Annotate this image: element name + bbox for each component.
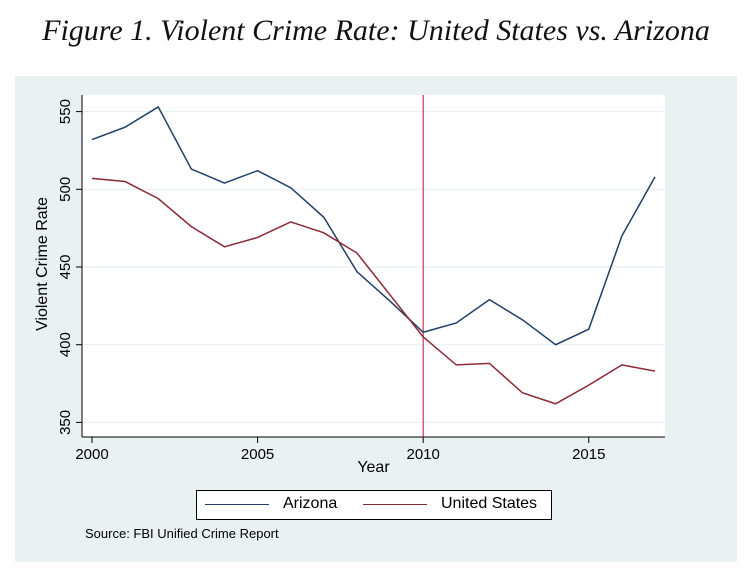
y-tick-label: 550: [57, 99, 74, 124]
y-tick-label: 450: [57, 254, 74, 279]
x-tick-label: 2015: [572, 446, 605, 463]
y-axis-label: Violent Crime Rate: [34, 197, 51, 331]
legend-label-united-states: United States: [441, 495, 538, 512]
x-axis-label: Year: [357, 459, 390, 476]
series-line-arizona: [91, 105, 656, 346]
x-tick-label: 2005: [241, 446, 274, 463]
y-tick-label: 350: [57, 410, 74, 435]
source-note: Source: FBI Unified Crime Report: [85, 526, 279, 541]
x-tick-label: 2010: [406, 446, 439, 463]
legend-swatch-united-states: [363, 503, 427, 505]
y-tick-label: 500: [57, 177, 74, 202]
plot-area: [82, 95, 665, 437]
series-line-united-states: [91, 177, 656, 405]
legend: Arizona United States: [196, 490, 552, 520]
legend-swatch-arizona: [205, 503, 269, 505]
legend-item-arizona: Arizona: [205, 495, 337, 513]
legend-label-arizona: Arizona: [283, 495, 338, 512]
figure-title: Figure 1. Violent Crime Rate: United Sta…: [42, 14, 710, 47]
legend-item-united-states: United States: [363, 495, 537, 513]
y-tick-label: 400: [57, 332, 74, 357]
x-tick-label: 2000: [75, 446, 108, 463]
